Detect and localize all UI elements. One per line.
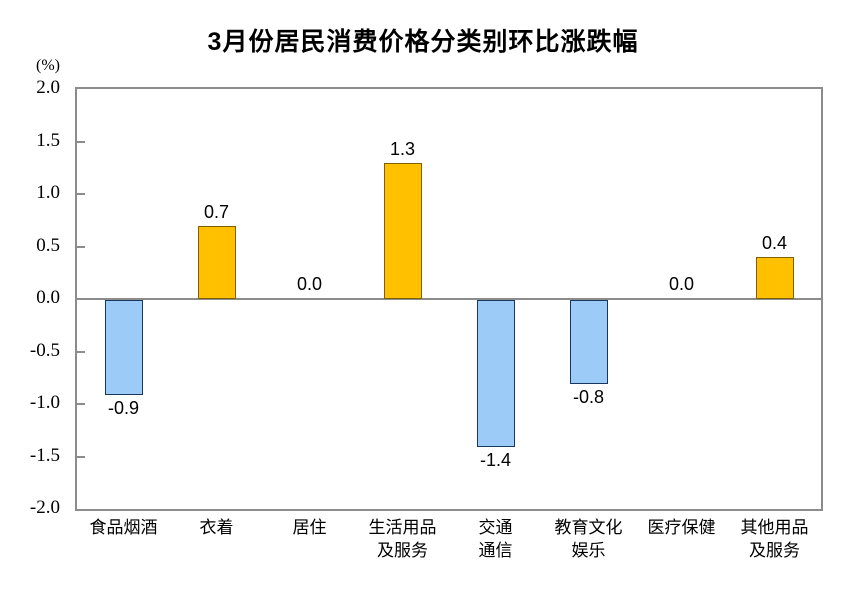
bar <box>476 300 515 447</box>
y-axis-tick-label: 0.5 <box>36 234 60 256</box>
y-axis-tick-label: -1.0 <box>29 392 60 413</box>
x-axis-label: 医疗保健 <box>647 518 716 537</box>
y-axis-tick-label: 1.0 <box>36 182 60 203</box>
x-axis-label: 食品烟酒 <box>89 518 158 537</box>
value-label: 0.7 <box>203 201 230 222</box>
value-label: 0.4 <box>761 233 788 253</box>
value-label: -0.9 <box>107 397 140 418</box>
y-axis-tick-label: -2.0 <box>29 497 60 518</box>
value-label: 0.0 <box>668 274 695 294</box>
bar <box>755 257 794 299</box>
zero-baseline <box>77 298 821 300</box>
value-label: 0.0 <box>296 274 323 294</box>
y-axis-tick-mark <box>77 193 85 195</box>
value-label: -1.4 <box>479 450 512 470</box>
y-axis-tick-label: 2.0 <box>36 77 60 98</box>
y-axis-tick-label: 0.0 <box>36 287 60 308</box>
y-axis-tick-mark <box>77 455 85 458</box>
value-label: -0.8 <box>572 387 605 407</box>
x-axis-label: 衣着 <box>199 518 234 537</box>
bar <box>383 162 422 299</box>
y-axis-tick-label: -0.5 <box>29 339 60 361</box>
plot-area: -0.9 0.7 0.0 1.3 -1.4 -0.8 0.0 0.4 <box>75 87 823 511</box>
chart-title: 3月份居民消费价格分类别环比涨跌幅 <box>207 28 639 56</box>
bar <box>569 300 608 384</box>
y-axis-tick-label: 1.5 <box>36 129 60 151</box>
x-axis-label: 生活用品 及服务 <box>368 518 437 560</box>
bar <box>197 225 236 299</box>
bar <box>104 300 143 395</box>
x-axis-label: 交通 通信 <box>478 518 513 560</box>
x-axis-label: 其他用品 及服务 <box>740 518 809 560</box>
y-axis-unit-label: (%) <box>36 57 60 74</box>
x-axis-label: 教育文化 娱乐 <box>554 518 623 560</box>
y-axis-tick-mark <box>77 350 85 353</box>
y-axis-tick-mark <box>77 403 85 405</box>
y-axis-tick-mark <box>77 140 85 143</box>
y-axis-tick-label: -1.5 <box>29 444 60 466</box>
x-axis-label: 居住 <box>292 518 327 537</box>
y-axis-tick-mark <box>77 245 85 248</box>
value-label: 1.3 <box>389 138 416 159</box>
